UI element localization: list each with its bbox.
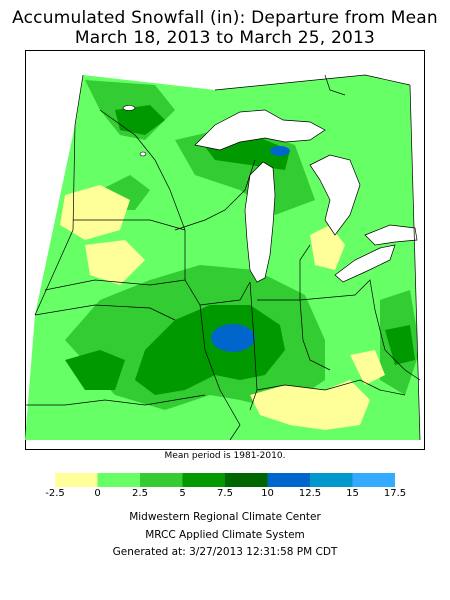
map-date-range: March 18, 2013 to March 25, 2013: [74, 28, 376, 48]
legend-swatch: [267, 473, 310, 487]
region-yellow-dakota: [60, 185, 130, 240]
legend-swatch: [310, 473, 353, 487]
region-yellow-kentucky: [350, 350, 385, 385]
lake-huron: [309, 154, 361, 236]
region-dark-green-west: [65, 350, 125, 390]
snowfall-departure-map: [25, 50, 425, 450]
lake-michigan: [244, 161, 276, 283]
region-blue-superior: [270, 146, 290, 156]
lake-superior: [194, 109, 326, 151]
legend-swatch: [352, 473, 395, 487]
legend-tick-label: 12.5: [298, 488, 322, 499]
legend-tick-label: 0: [94, 488, 101, 499]
region-yellow-minnesota: [85, 240, 145, 285]
credit-line-3: Generated at: 3/27/2013 12:31:58 PM CDT: [112, 546, 338, 558]
map-title: Accumulated Snowfall (in): Departure fro…: [12, 8, 438, 28]
credit-line-1: Midwestern Regional Climate Center: [129, 511, 321, 523]
lake-erie: [334, 244, 396, 283]
legend-tick-label: 17.5: [383, 488, 407, 499]
legend-swatch: [97, 473, 140, 487]
region-blue-illinois: [211, 324, 255, 352]
legend-swatch: [55, 473, 98, 487]
isle-royale: [122, 105, 136, 111]
state-boundaries: [25, 74, 421, 441]
region-dark-green-upper-mi: [115, 105, 165, 135]
region-yellow-michigan: [310, 225, 345, 270]
region-yellow-ohio-valley: [250, 380, 370, 430]
legend-color-bar: [55, 473, 395, 487]
small-island: [139, 151, 147, 157]
legend-tick-label: 15: [346, 488, 359, 499]
region-dark-green-ohio: [385, 325, 415, 365]
legend-tick-label: -2.5: [45, 488, 65, 499]
credit-line-2: MRCC Applied Climate System: [145, 529, 305, 541]
mean-period-note: Mean period is 1981-2010.: [164, 451, 286, 461]
legend-swatch: [225, 473, 268, 487]
legend-tick-label: 10: [261, 488, 274, 499]
legend-swatch: [140, 473, 183, 487]
legend-tick-label: 7.5: [217, 488, 233, 499]
legend-tick-label: 2.5: [132, 488, 148, 499]
legend-tick-label: 5: [179, 488, 186, 499]
legend-swatch: [182, 473, 225, 487]
lake-ontario-edge: [364, 224, 418, 246]
